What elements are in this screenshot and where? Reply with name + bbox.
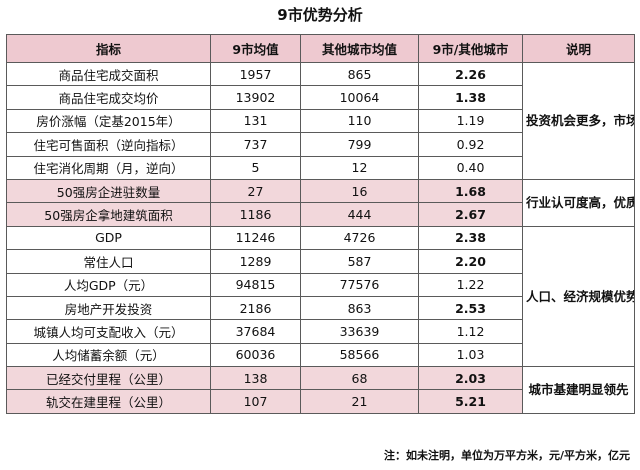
cell-nine-city-avg: 131 [210,108,301,134]
cell-nine-city-avg: 5 [210,155,301,180]
cell-nine-city-avg: 37684 [210,319,301,344]
cell-indicator: 房价涨幅（定基2015年） [6,108,211,134]
cell-indicator: 50强房企进驻数量 [6,178,211,204]
cell-indicator: 人均储蓄余额（元） [6,342,211,368]
cell-nine-city-avg: 94815 [210,272,301,297]
cell-ratio: 2.26 [418,61,523,87]
cell-ratio: 0.92 [418,132,523,157]
cell-nine-city-avg: 1289 [210,249,301,274]
cell-other-city-avg: 10064 [300,85,419,110]
cell-indicator: 住宅消化周期（月，逆向） [6,155,211,180]
cell-nine-city-avg: 2186 [210,295,301,321]
cell-ratio: 2.53 [418,295,523,321]
cell-indicator: 人均GDP（元） [6,272,211,297]
cell-note: 投资机会更多，市场风险更小 [522,62,635,180]
cell-indicator: 50强房企拿地建筑面积 [6,202,211,227]
cell-nine-city-avg: 1957 [210,61,301,87]
footnote: 注：如未注明，单位为万平方米，元/平方米，亿元 [383,449,630,462]
cell-other-city-avg: 68 [300,366,419,391]
table-row: 人均GDP（元） 94815 77576 1.22 [6,272,635,297]
cell-ratio: 5.21 [418,389,523,414]
cell-other-city-avg: 863 [300,295,419,321]
table-row: 城镇人均可支配收入（元） 37684 33639 1.12 [6,319,635,344]
cell-indicator: 商品住宅成交面积 [6,61,211,87]
cell-other-city-avg: 16 [300,178,419,204]
cell-indicator: 轨交在建里程（公里） [6,389,211,414]
table-row: 商品住宅成交均价 13902 10064 1.38 [6,85,635,110]
header-nine-city-avg: 9市均值 [210,34,301,63]
cell-indicator: 已经交付里程（公里） [6,366,211,391]
cell-nine-city-avg: 138 [210,366,301,391]
cell-indicator: 城镇人均可支配收入（元） [6,319,211,344]
cell-ratio: 2.38 [418,225,523,251]
table-row: 常住人口 1289 587 2.20 [6,249,635,274]
cell-other-city-avg: 799 [300,132,419,157]
header-indicator: 指标 [6,34,211,63]
cell-nine-city-avg: 1186 [210,202,301,227]
cell-indicator: GDP [6,225,211,251]
comparison-table: 指标 9市均值 其他城市均值 9市/其他城市 说明 商品住宅成交面积 1957 86… [6,34,635,414]
cell-ratio: 0.40 [418,155,523,180]
table-body: 商品住宅成交面积19578652.26投资机会更多，市场风险更小商品住宅成交均价… [6,61,635,414]
cell-indicator: 商品住宅成交均价 [6,85,211,110]
cell-other-city-avg: 21 [300,389,419,414]
table-row: 房价涨幅（定基2015年） 131 110 1.19 [6,108,635,134]
cell-note: 城市基建明显领先 [522,366,635,414]
cell-nine-city-avg: 13902 [210,85,301,110]
cell-nine-city-avg: 27 [210,178,301,204]
cell-indicator: 住宅可售面积（逆向指标） [6,132,211,157]
header-row: 指标 9市均值 其他城市均值 9市/其他城市 说明 [6,34,635,63]
cell-other-city-avg: 58566 [300,342,419,368]
table-title: 9市优势分析 [277,6,363,24]
cell-ratio: 1.12 [418,319,523,344]
table-row: 住宅可售面积（逆向指标） 737 799 0.92 [6,132,635,157]
cell-ratio: 2.20 [418,249,523,274]
cell-ratio: 1.68 [418,178,523,204]
cell-other-city-avg: 12 [300,155,419,180]
table-row: 人均储蓄余额（元） 60036 58566 1.03 [6,342,635,368]
cell-ratio: 1.19 [418,108,523,134]
table-row: 房地产开发投资 2186 863 2.53 [6,295,635,321]
cell-note: 行业认可度高，优质产品更多 [522,178,635,227]
header-ratio: 9市/其他城市 [418,34,523,63]
cell-ratio: 1.22 [418,272,523,297]
table-row: 已经交付里程（公里） 138 68 2.03 城市基建明显领先 [6,366,635,414]
header-note: 说明 [522,34,635,63]
cell-ratio: 1.03 [418,342,523,368]
cell-other-city-avg: 587 [300,249,419,274]
cell-note: 人口、经济规模优势显著，二手房市场发展潜力更大 [522,225,635,368]
table-row: 50强房企拿地建筑面积 1186 444 2.67 [6,202,635,227]
cell-indicator: 常住人口 [6,249,211,274]
cell-other-city-avg: 77576 [300,272,419,297]
cell-other-city-avg: 4726 [300,225,419,251]
header-other-city-avg: 其他城市均值 [300,34,419,63]
cell-nine-city-avg: 60036 [210,342,301,368]
cell-other-city-avg: 865 [300,61,419,87]
cell-ratio: 2.67 [418,202,523,227]
cell-nine-city-avg: 107 [210,389,301,414]
cell-indicator: 房地产开发投资 [6,295,211,321]
cell-other-city-avg: 110 [300,108,419,134]
cell-other-city-avg: 33639 [300,319,419,344]
cell-ratio: 2.03 [418,366,523,391]
cell-nine-city-avg: 11246 [210,225,301,251]
cell-other-city-avg: 444 [300,202,419,227]
cell-ratio: 1.38 [418,85,523,110]
table-row: 轨交在建里程（公里） 107 21 5.21 [6,389,635,414]
cell-nine-city-avg: 737 [210,132,301,157]
